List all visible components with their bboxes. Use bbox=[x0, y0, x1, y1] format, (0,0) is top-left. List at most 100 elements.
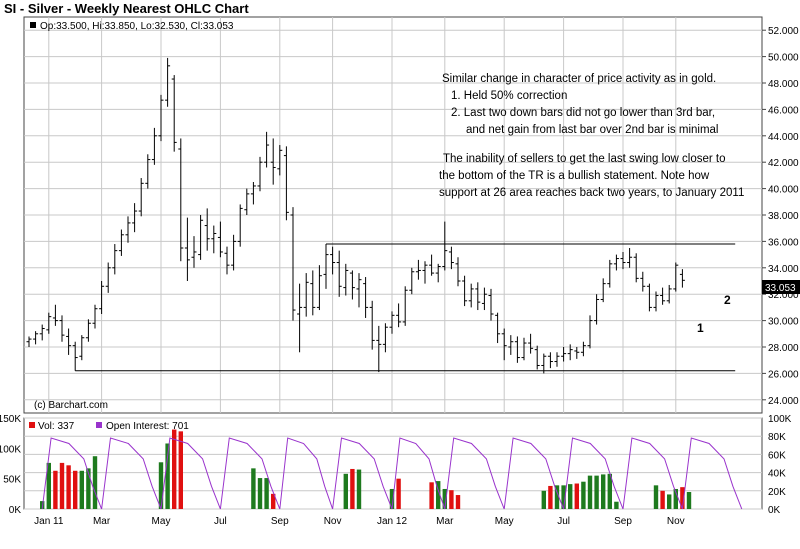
ohlc-bar bbox=[356, 273, 362, 308]
ohlc-bar bbox=[514, 336, 520, 363]
ohlc-bar bbox=[283, 146, 289, 221]
price-tick-label: 34.000 bbox=[768, 264, 799, 275]
open-interest-line bbox=[41, 437, 743, 510]
ohlc-bar bbox=[488, 288, 494, 321]
volume-bar bbox=[271, 493, 276, 509]
volume-bar bbox=[389, 488, 395, 509]
ohlc-bar bbox=[231, 234, 237, 271]
ohlc-bar bbox=[547, 352, 553, 369]
x-tick-label: Sep bbox=[614, 516, 632, 527]
ohlc-bar bbox=[475, 282, 481, 311]
volume-bar bbox=[343, 473, 348, 509]
volume-bar bbox=[165, 443, 170, 509]
ohlc-bar bbox=[442, 221, 448, 271]
ohlc-bar bbox=[79, 335, 85, 361]
x-tick-label: Jul bbox=[214, 516, 227, 527]
ohlc-bar bbox=[481, 287, 487, 311]
ohlc-bar bbox=[257, 156, 263, 192]
x-tick-label: Nov bbox=[667, 516, 685, 527]
volume-bars bbox=[40, 429, 692, 509]
price-tick-label: 30.000 bbox=[768, 317, 799, 328]
ohlc-bar bbox=[666, 284, 672, 304]
annotation-line-4: and net gain from last bar over 2nd bar … bbox=[466, 124, 718, 136]
volume-bar bbox=[178, 431, 183, 509]
annotation-line-5: The inability of sellers to get the last… bbox=[443, 153, 726, 165]
oi-tick-label: 0K bbox=[768, 505, 781, 516]
ohlc-bar bbox=[99, 281, 105, 314]
oi-legend-swatch bbox=[96, 422, 102, 428]
ohlc-bar bbox=[679, 269, 685, 288]
annotation-line-1: Similar change in character of price act… bbox=[442, 73, 716, 85]
volume-bar bbox=[594, 475, 599, 509]
volume-bar bbox=[442, 488, 447, 509]
ohlc-bar bbox=[402, 286, 408, 326]
ohlc-bar bbox=[26, 336, 32, 347]
ohlc-bar bbox=[92, 304, 98, 329]
volume-bar bbox=[561, 485, 566, 509]
ohlc-bar bbox=[178, 138, 184, 262]
ohlc-bar bbox=[145, 154, 151, 189]
oi-tick-label: 80K bbox=[768, 432, 786, 443]
ohlc-bar bbox=[627, 248, 633, 268]
annotation-line-6: the bottom of the TR is a bullish statem… bbox=[439, 170, 710, 182]
price-tick-label: 52.000 bbox=[768, 26, 799, 37]
ohlc-bar bbox=[310, 270, 316, 316]
chart-title: SI - Silver - Weekly Nearest OHLC Chart bbox=[4, 1, 249, 16]
ohlc-bar bbox=[211, 225, 217, 254]
volume-bar bbox=[667, 494, 672, 509]
ohlc-bar bbox=[224, 246, 230, 275]
oi-tick-label: 20K bbox=[768, 487, 786, 498]
volume-bar bbox=[436, 481, 441, 509]
ohlc-bar bbox=[587, 315, 593, 349]
x-tick-label: Jul bbox=[557, 516, 570, 527]
price-tick-label: 32.000 bbox=[768, 290, 799, 301]
price-tick-label: 46.000 bbox=[768, 105, 799, 116]
ohlc-bar bbox=[336, 250, 342, 297]
volume-bar bbox=[356, 469, 362, 509]
volume-bar bbox=[92, 456, 98, 509]
swing-marker-1: 1 bbox=[697, 321, 704, 335]
x-tick-label: Sep bbox=[271, 516, 289, 527]
ohlc-bar bbox=[270, 138, 276, 185]
ohlc-bar bbox=[323, 244, 329, 289]
ohlc-bar bbox=[462, 275, 468, 307]
ohlc-bar bbox=[191, 236, 197, 268]
ohlc-bar bbox=[343, 263, 349, 296]
ohlc-bar bbox=[158, 94, 164, 142]
x-axis: Jan 11 Mar May Jul Sep Nov Jan 12 Mar May Jul Sep N… bbox=[34, 516, 685, 527]
ohlc-bar bbox=[580, 341, 586, 357]
x-tick-label: Mar bbox=[93, 516, 111, 527]
x-tick-label: Jan 11 bbox=[34, 516, 64, 527]
price-tick-label: 42.000 bbox=[768, 158, 799, 169]
price-tick-label: 36.000 bbox=[768, 237, 799, 248]
volume-bar bbox=[251, 468, 256, 509]
volume-bar bbox=[66, 465, 71, 509]
volume-bar bbox=[53, 470, 58, 509]
volume-bar bbox=[455, 495, 461, 509]
ohlc-bar bbox=[105, 262, 111, 293]
price-tick-label: 38.000 bbox=[768, 211, 799, 222]
ohlc-bar bbox=[290, 207, 296, 321]
open-interest-axis: 0K 20K 40K 60K 80K 100K bbox=[768, 414, 792, 516]
ohlc-bar bbox=[151, 127, 157, 165]
ohlc-bar bbox=[594, 294, 600, 325]
ohlc-bar bbox=[184, 217, 190, 281]
volume-bar bbox=[59, 462, 65, 509]
ohlc-bar bbox=[363, 277, 369, 318]
ohlc-bar bbox=[217, 221, 223, 258]
volume-bar bbox=[614, 501, 619, 509]
volume-bar bbox=[264, 478, 269, 509]
swing-marker-2: 2 bbox=[724, 293, 731, 307]
annotation-block: Similar change in character of price act… bbox=[439, 73, 744, 199]
volume-tick-label: 100K bbox=[0, 444, 21, 455]
annotation-line-7: support at 26 area reaches back two year… bbox=[439, 187, 744, 199]
ohlc-bar bbox=[455, 257, 461, 287]
ohlc-bar bbox=[501, 328, 507, 361]
ohlc-bar bbox=[508, 335, 514, 355]
price-tick-label: 24.000 bbox=[768, 396, 799, 407]
ohlc-bar bbox=[415, 259, 421, 280]
ohlc-bar bbox=[468, 283, 474, 308]
volume-bar bbox=[46, 462, 51, 509]
